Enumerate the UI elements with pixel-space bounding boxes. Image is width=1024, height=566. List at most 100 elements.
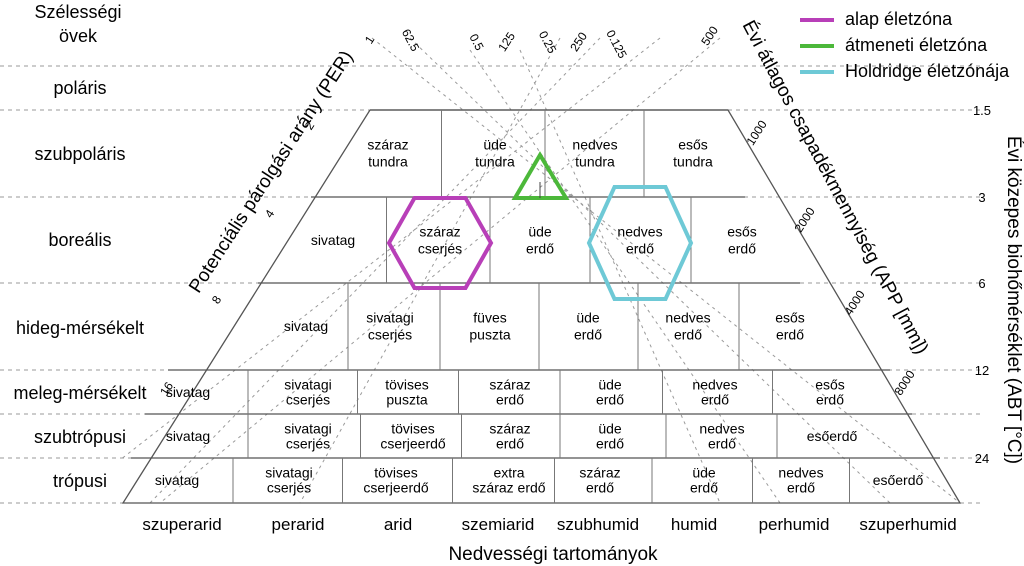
life-zone-cell-label: erdő: [586, 480, 614, 496]
per-top-tick-label: 0.25: [536, 29, 559, 56]
latitude-belt-label: meleg-mérsékelt: [13, 383, 146, 403]
life-zone-cell-label: cserjés: [267, 480, 311, 496]
legend-label: átmeneti életzóna: [845, 35, 988, 55]
life-zone-cell-label: erdő: [526, 241, 554, 257]
life-zone-cell-label: cserjés: [368, 327, 412, 343]
highlight-shapes: [386, 151, 694, 301]
life-zone-cell-label: cserjés: [286, 436, 330, 452]
life-zone-cell-label: tövises: [391, 421, 435, 437]
diagonal-gridline: [469, 49, 781, 504]
humidity-province-label: humid: [671, 515, 717, 534]
holdridge-life-zone-hexagon: [586, 185, 694, 301]
life-zone-cell-label: füves: [473, 310, 506, 326]
abt-tick-label: 1.5: [973, 103, 991, 118]
life-zone-cell-label: üde: [483, 137, 507, 153]
triangle-structure: [121, 109, 962, 504]
diagonal-gridline: [119, 37, 661, 461]
latitude-belt-label: szubtrópusi: [34, 427, 126, 447]
life-zone-cell-label: tövises: [385, 377, 429, 393]
per-tick-label: 8: [209, 293, 225, 306]
life-zone-cell-label: tundra: [475, 154, 515, 170]
life-zone-cell-label: esős: [775, 310, 805, 326]
life-zone-cell-label: száraz: [367, 137, 408, 153]
per-top-tick-label: 62.5: [399, 27, 422, 54]
humidity-province-label: perhumid: [759, 515, 830, 534]
latitude-belt-label: boreális: [48, 230, 111, 250]
life-zone-cell-label: erdő: [626, 241, 654, 257]
life-zone-cell-label: tövises: [374, 465, 418, 481]
life-zone-cell-label: erdő: [787, 480, 815, 496]
humidity-province-label: perarid: [272, 515, 325, 534]
life-zone-cell-label: tundra: [368, 154, 408, 170]
life-zone-cell-label: üde: [598, 377, 622, 393]
app-top-tick-label: 125: [495, 29, 518, 54]
humidity-province-label: szemiarid: [462, 515, 535, 534]
life-zone-cell-label: nedves: [699, 421, 744, 437]
life-zone-cell-label: nedves: [665, 310, 710, 326]
life-zone-cell-label: esős: [727, 224, 757, 240]
app-top-tick-label: 500: [698, 23, 721, 48]
diagonal-gridline: [159, 37, 721, 504]
life-zone-cell-label: üde: [576, 310, 600, 326]
humidity-province-label: arid: [384, 515, 412, 534]
app-top-tick-label: 250: [567, 29, 590, 54]
diagonal-gridline: [149, 37, 601, 504]
life-zone-cell-label: üde: [598, 421, 622, 437]
life-zone-cell-label: erdő: [496, 436, 524, 452]
life-zone-cell-label: nedves: [572, 137, 617, 153]
life-zone-cell-label: erdő: [776, 327, 804, 343]
life-zone-cell-label: száraz erdő: [472, 480, 545, 496]
life-zone-cell-label: sivatag: [311, 232, 355, 248]
life-zone-cell-label: erdő: [708, 436, 736, 452]
life-zone-cell-label: erdő: [816, 392, 844, 408]
life-zone-cell-label: erdő: [596, 392, 624, 408]
life-zone-cell-label: sivatag: [166, 428, 210, 444]
life-zone-cell-label: üde: [692, 465, 716, 481]
abt-tick-label: 12: [975, 363, 989, 378]
life-zone-cell-label: cserjeerdő: [380, 436, 446, 452]
per-tick-label: 1: [362, 33, 378, 46]
life-zone-cell-label: száraz: [489, 377, 530, 393]
per-top-tick-label: 0.5: [466, 31, 486, 53]
base-life-zone-hexagon: [386, 196, 494, 290]
life-zone-cell-label: esős: [678, 137, 708, 153]
abt-tick-label: 24: [975, 451, 989, 466]
life-zone-cell-label: erdő: [574, 327, 602, 343]
humidity-province-label: szubhumid: [557, 515, 639, 534]
latitude-header-title: övek: [59, 26, 98, 46]
life-zone-cell-label: erdő: [690, 480, 718, 496]
life-zone-cell-label: sivatag: [155, 472, 199, 488]
per-tick-label: 4: [262, 207, 278, 220]
app-tick-label: 2000: [792, 205, 818, 235]
life-zone-cell-label: tundra: [673, 154, 713, 170]
legend-label: Holdridge életzónája: [845, 61, 1010, 81]
life-zone-cell-label: nedves: [778, 465, 823, 481]
diagonal-gridline: [299, 37, 561, 504]
life-zone-cell-label: száraz: [579, 465, 620, 481]
diagonal-gridlines: [119, 37, 961, 504]
life-zone-cell-label: extra: [493, 465, 524, 481]
app-tick-label: 4000: [842, 288, 868, 318]
life-zone-cell-label: esőerdő: [807, 428, 858, 444]
latitude-belt-label: hideg-mérsékelt: [16, 318, 144, 338]
life-zone-cell-label: sivatagi: [265, 465, 312, 481]
app-tick-label: 1000: [744, 118, 770, 148]
life-zone-cell-label: puszta: [386, 392, 427, 408]
app-tick-label: 8000: [892, 368, 918, 398]
abt-tick-label: 6: [978, 276, 985, 291]
life-zone-cell-label: nedves: [617, 224, 662, 240]
humidity-province-label: szuperarid: [142, 515, 221, 534]
life-zone-cell-label: cserjés: [286, 392, 330, 408]
life-zone-cell-label: üde: [528, 224, 552, 240]
life-zone-cell-label: erdő: [674, 327, 702, 343]
life-zone-cell-label: nedves: [692, 377, 737, 393]
life-zone-cell-label: esőerdő: [873, 472, 924, 488]
latitude-header-title: Szélességi: [34, 2, 121, 22]
abt-tick-label: 3: [978, 190, 985, 205]
life-zone-cell-label: száraz: [489, 421, 530, 437]
life-zone-cell-label: erdő: [728, 241, 756, 257]
latitude-belt-label: szubpoláris: [34, 144, 125, 164]
life-zone-cell-label: cserjés: [418, 241, 462, 257]
life-zone-cell-label: sivatagi: [366, 310, 413, 326]
